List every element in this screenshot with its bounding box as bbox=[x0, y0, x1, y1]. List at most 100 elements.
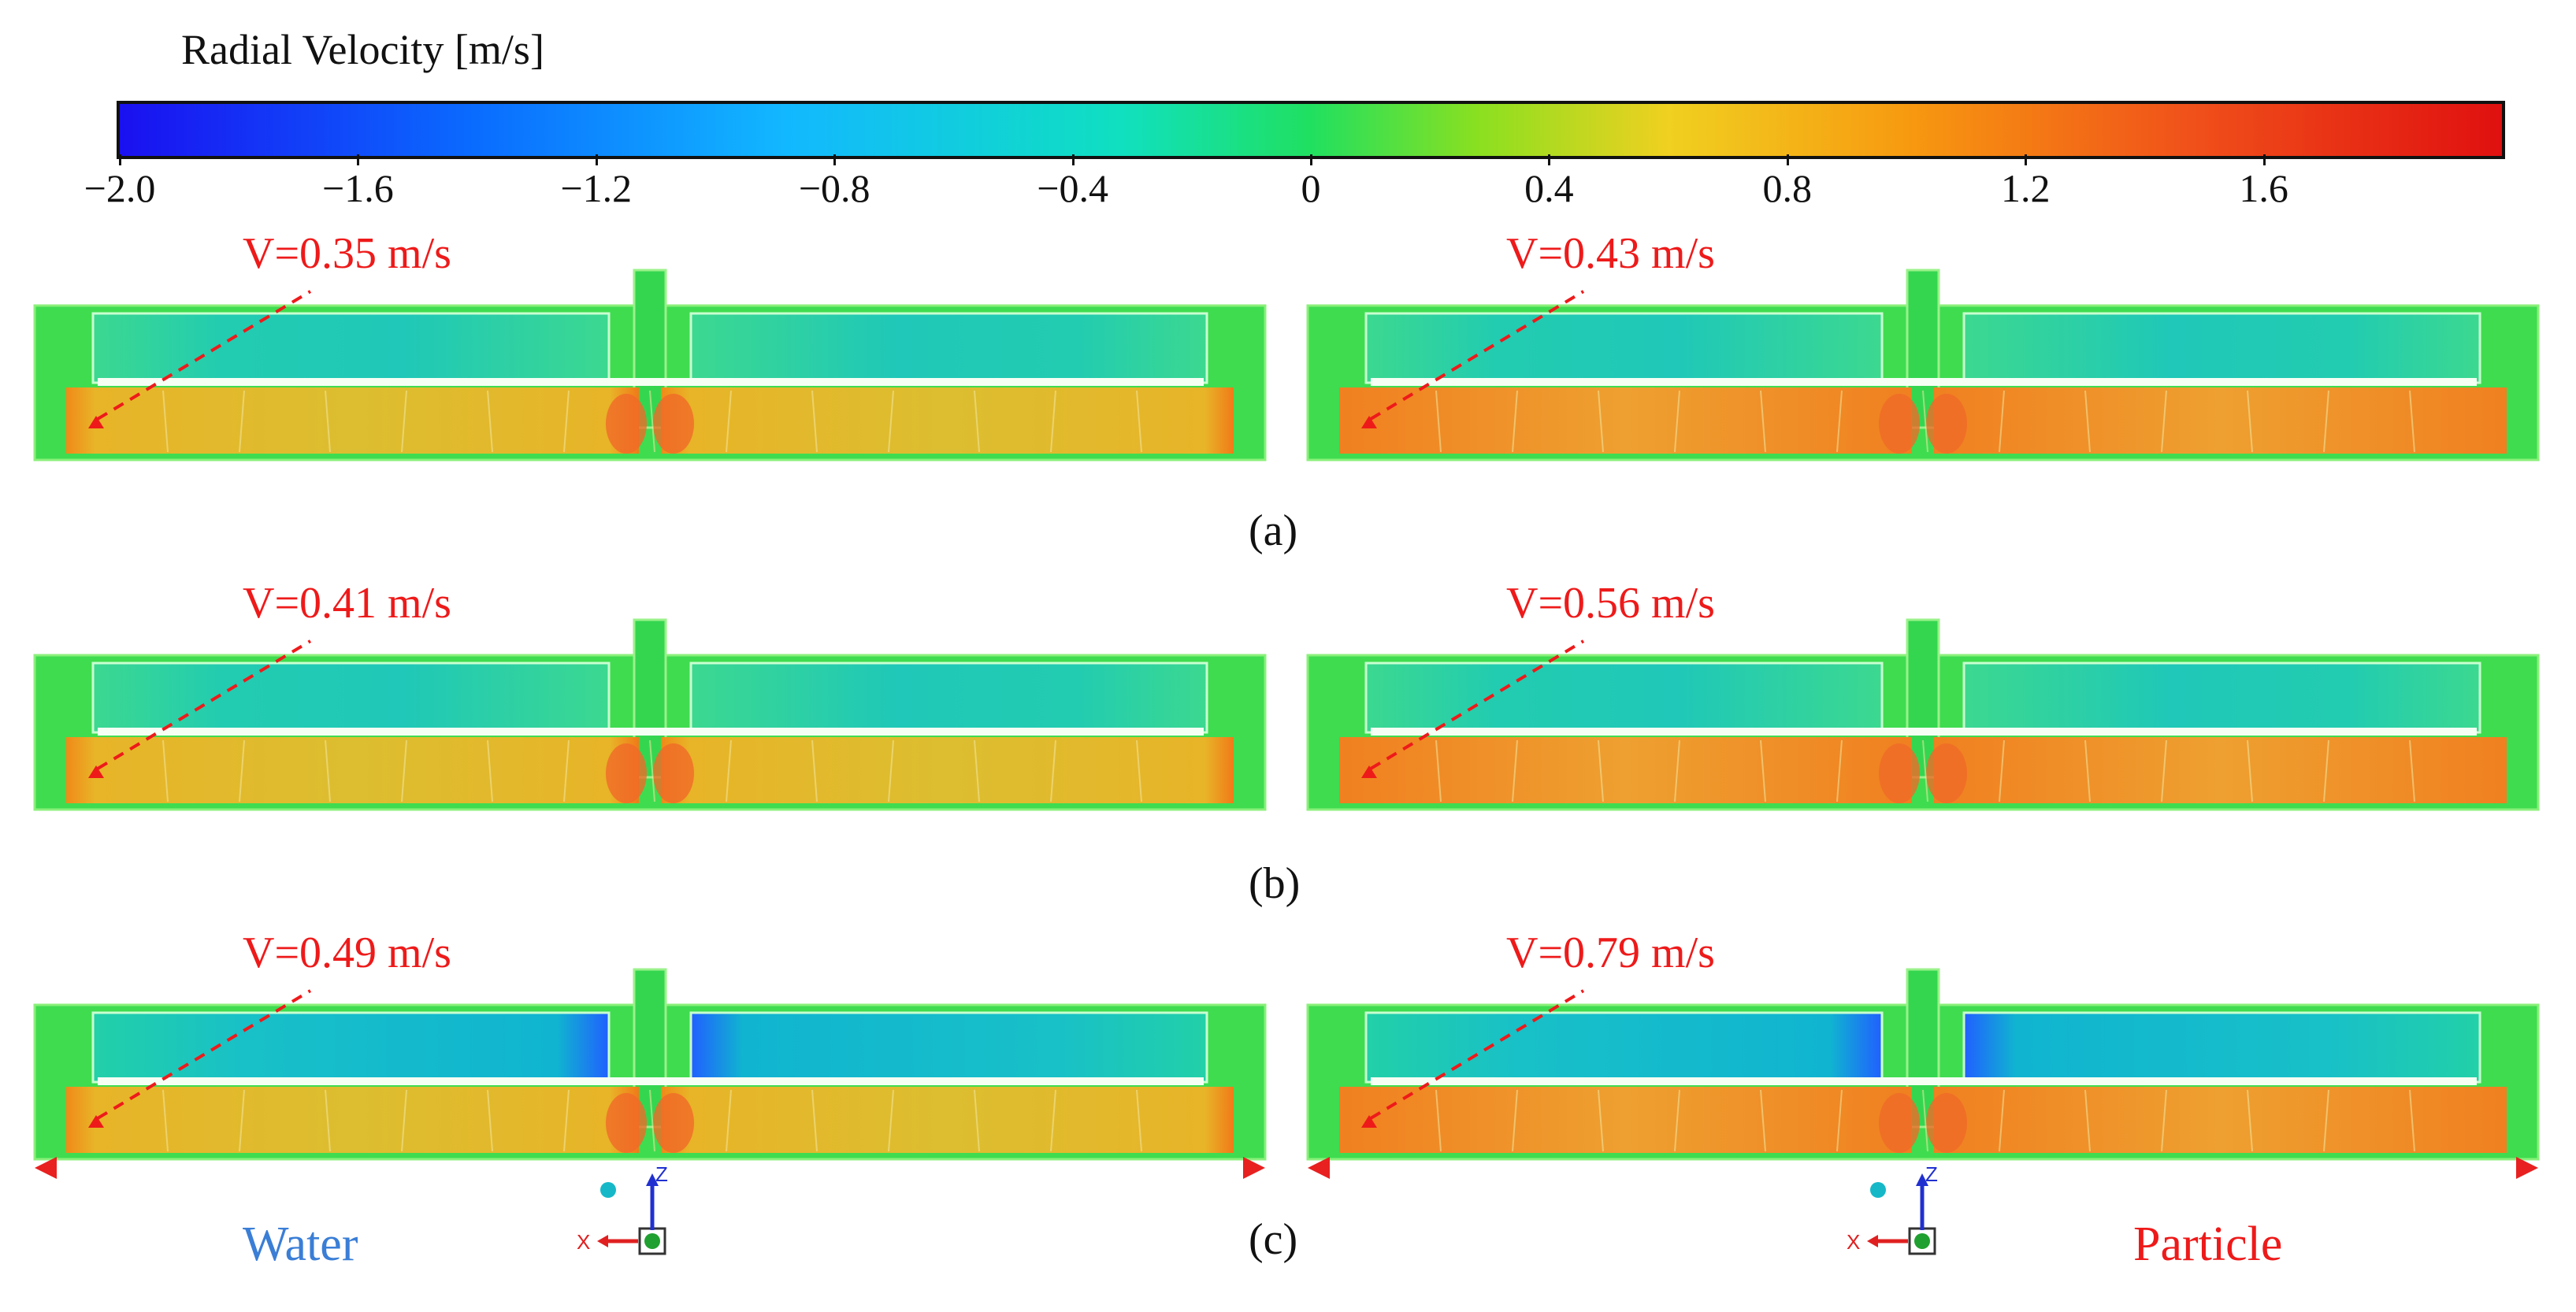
contour-line bbox=[2161, 1089, 2167, 1152]
contour-line bbox=[162, 739, 169, 802]
contour-line bbox=[1050, 390, 1056, 453]
contour-line bbox=[649, 390, 655, 453]
contour-line bbox=[974, 1089, 980, 1152]
colorbar-tick-label: 0 bbox=[1301, 166, 1321, 210]
upper-channel-left bbox=[91, 312, 611, 384]
axis-arrow-left bbox=[1308, 1157, 1330, 1179]
contour-line bbox=[1999, 1089, 2005, 1152]
hot-spot-left bbox=[606, 394, 647, 454]
contour-line bbox=[2161, 739, 2167, 802]
triad-x-arrow bbox=[597, 1235, 608, 1247]
triad-x-label: X bbox=[577, 1230, 590, 1254]
triad-z-label: Z bbox=[655, 1162, 668, 1186]
upper-channel-left bbox=[1364, 1011, 1884, 1084]
contour-line bbox=[888, 1089, 894, 1152]
contour-line bbox=[811, 390, 818, 453]
contour-line bbox=[2323, 1089, 2329, 1152]
lower-channel-right bbox=[1934, 387, 2507, 454]
contour-line bbox=[162, 390, 169, 453]
colorbar bbox=[117, 101, 2505, 159]
probe-leader-line bbox=[96, 989, 312, 1120]
colorbar-tick-label: −2.0 bbox=[84, 166, 156, 210]
contour-line bbox=[2084, 390, 2091, 453]
contour-line bbox=[401, 1089, 407, 1152]
upper-channel-right bbox=[689, 662, 1208, 734]
hot-spot-right bbox=[1926, 394, 1967, 454]
probe-leader-line bbox=[1369, 639, 1585, 770]
row-label-a: (a) bbox=[1249, 506, 1298, 555]
contour-line bbox=[325, 390, 331, 453]
contour-line bbox=[1760, 739, 1766, 802]
contour-line bbox=[2247, 1089, 2253, 1152]
contour-line bbox=[1922, 1089, 1928, 1152]
hot-spot-right bbox=[1926, 1093, 1967, 1153]
velocity-label-a-particle: V=0.43 m/s bbox=[1506, 229, 1715, 278]
contour-line bbox=[1136, 1089, 1142, 1152]
hot-spot-left bbox=[1879, 743, 1920, 803]
separator-line bbox=[1371, 728, 2477, 736]
axis-arrow-right bbox=[1243, 1157, 1265, 1179]
contour-line bbox=[2409, 390, 2415, 453]
velocity-label-b-particle: V=0.56 m/s bbox=[1506, 579, 1715, 628]
contour-line bbox=[239, 390, 245, 453]
colorbar-tick-label: −1.2 bbox=[560, 166, 633, 210]
hot-spot-right bbox=[653, 1093, 694, 1153]
contour-line bbox=[811, 739, 818, 802]
lower-channel-right bbox=[661, 387, 1234, 454]
triad-z-arrow bbox=[1916, 1173, 1928, 1186]
velocity-label-c-water: V=0.49 m/s bbox=[243, 928, 451, 977]
contour-line bbox=[1136, 390, 1142, 453]
contour-line bbox=[1512, 390, 1518, 453]
contour-line bbox=[1836, 390, 1843, 453]
lower-channel-right bbox=[661, 737, 1234, 803]
contour-line bbox=[2323, 739, 2329, 802]
upper-channel-right bbox=[1962, 662, 2481, 734]
contour-line bbox=[649, 1089, 655, 1152]
contour-line bbox=[2409, 1089, 2415, 1152]
probe-marker bbox=[1361, 416, 1377, 428]
separator-line bbox=[98, 378, 1204, 386]
colorbar-tick-mark bbox=[1071, 154, 1075, 165]
row-label-b: (b) bbox=[1249, 859, 1301, 908]
colorbar-tick-mark bbox=[1548, 154, 1551, 165]
contour-line bbox=[2084, 1089, 2091, 1152]
lower-channel-left bbox=[1339, 737, 1912, 803]
contour-line bbox=[563, 1089, 570, 1152]
velocity-label-c-particle: V=0.79 m/s bbox=[1506, 928, 1715, 977]
fluid-label-water: Water bbox=[243, 1217, 358, 1271]
probe-marker bbox=[1361, 1115, 1377, 1128]
contour-line bbox=[1435, 390, 1442, 453]
lower-channel-right bbox=[1934, 737, 2507, 803]
triad-z-label: Z bbox=[1925, 1162, 1938, 1186]
separator-line bbox=[98, 728, 1204, 736]
upper-channel-right bbox=[1962, 1011, 2481, 1084]
contour-line bbox=[162, 1089, 169, 1152]
triad-z-arrow bbox=[646, 1173, 659, 1186]
contour-line bbox=[1674, 390, 1680, 453]
row-label-c: (c) bbox=[1249, 1215, 1298, 1264]
contour-line bbox=[1922, 390, 1928, 453]
contour-line bbox=[1136, 739, 1142, 802]
colorbar-tick-mark bbox=[357, 154, 360, 165]
contour-line bbox=[487, 390, 493, 453]
probe-marker bbox=[1361, 765, 1377, 778]
contour-line bbox=[726, 739, 732, 802]
contour-line bbox=[563, 739, 570, 802]
contour-line bbox=[888, 390, 894, 453]
separator-line bbox=[1371, 378, 2477, 386]
contour-line bbox=[726, 390, 732, 453]
separator-line bbox=[98, 1077, 1204, 1085]
axis-arrow-left bbox=[35, 1157, 57, 1179]
contour-line bbox=[1435, 1089, 1442, 1152]
hot-spot-left bbox=[606, 1093, 647, 1153]
contour-line bbox=[239, 739, 245, 802]
upper-channel-left bbox=[91, 1011, 611, 1084]
axis-arrow-right bbox=[2516, 1157, 2538, 1179]
contour-line bbox=[1598, 739, 1604, 802]
lower-channel-left bbox=[66, 1087, 639, 1153]
triad-x-arrow bbox=[1867, 1235, 1878, 1247]
contour-line bbox=[1674, 739, 1680, 802]
triad-dot bbox=[1870, 1182, 1886, 1198]
contour-line bbox=[325, 739, 331, 802]
